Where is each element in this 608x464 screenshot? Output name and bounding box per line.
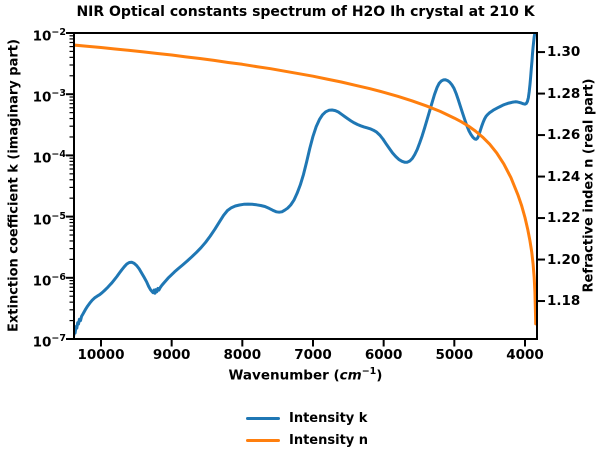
- chart-title: NIR Optical constants spectrum of H2O Ih…: [76, 4, 535, 20]
- y-left-tick-label: 10−7: [32, 333, 66, 351]
- legend: Intensity k Intensity n: [246, 407, 368, 451]
- y-left-tick-label: 10−2: [32, 27, 66, 45]
- y-right-tick-label: 1.28: [547, 85, 581, 102]
- x-axis-label-exponent: −1: [361, 366, 377, 377]
- x-tick-label: 7000: [294, 347, 332, 363]
- x-axis-label-suffix: ): [376, 367, 383, 384]
- series-intensity-n: [74, 43, 537, 326]
- legend-item-n: Intensity n: [246, 429, 368, 451]
- y-left-tick-label: 10−3: [32, 88, 66, 106]
- legend-item-k: Intensity k: [246, 407, 368, 429]
- y-left-tick-label: 10−6: [32, 271, 66, 290]
- y-right-tick-label: 1.30: [547, 44, 581, 61]
- y-left-tick-label: 10−4: [32, 149, 66, 167]
- y-right-tick-label: 1.24: [547, 168, 581, 185]
- y-right-tick-label: 1.26: [547, 127, 581, 144]
- x-axis-label-unit: cm: [339, 367, 362, 384]
- series-intensity-k: [74, 32, 537, 339]
- x-axis-label: Wavenumber (cm−1): [74, 366, 537, 384]
- y-right-tick-label: 1.18: [547, 293, 581, 310]
- legend-label-k: Intensity k: [289, 410, 368, 426]
- x-tick-label: 9000: [152, 347, 191, 363]
- x-tick-label: 4000: [506, 347, 544, 363]
- y-left-tick-label: 10−5: [32, 210, 66, 229]
- y-right-tick-label: 1.20: [547, 251, 581, 268]
- x-tick-label: 5000: [435, 347, 474, 363]
- x-axis-label-text: Wavenumber (: [228, 367, 340, 384]
- x-tick-label: 6000: [364, 347, 403, 363]
- legend-line-k-icon: [246, 416, 280, 420]
- legend-line-n-icon: [246, 438, 280, 442]
- axes-frame: [73, 32, 538, 340]
- legend-label-n: Intensity n: [289, 432, 369, 448]
- x-tick-label: 8000: [223, 347, 262, 363]
- y-right-tick-label: 1.22: [547, 210, 581, 227]
- x-tick-label: 10000: [77, 347, 125, 363]
